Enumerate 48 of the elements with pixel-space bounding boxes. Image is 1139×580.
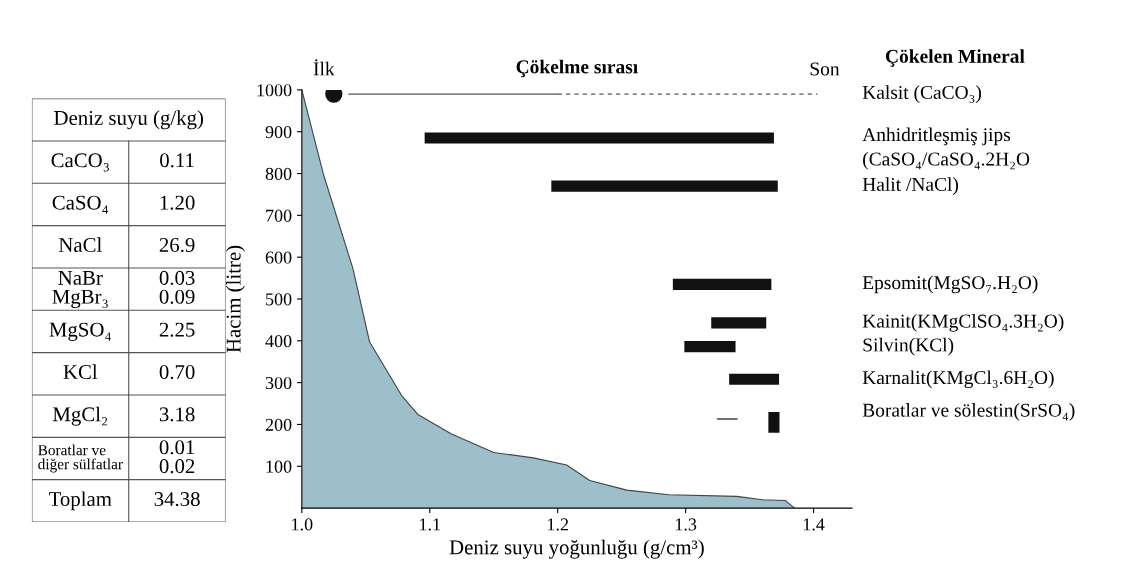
- text: Kainit(KMgClSO₄.3H₂O): [862, 313, 1064, 332]
- text: 2.25: [159, 322, 195, 337]
- text: Deniz suyu (g/kg): [54, 110, 204, 130]
- y-tick-label: 600: [265, 251, 292, 264]
- x-tick-label: 1.2: [548, 518, 568, 531]
- text: 3.18: [159, 407, 195, 422]
- x-tick-label: 1.0: [292, 518, 313, 531]
- y-tick-label: 400: [265, 335, 292, 348]
- text: Boratlar ve diğer sülfatlar: [38, 444, 123, 473]
- y-tick-label: 900: [265, 125, 292, 139]
- y-tick-label: 700: [266, 209, 292, 222]
- x-axis-title: Deniz suyu yoğunluğu (g/cm³): [449, 539, 704, 559]
- text: 34.38: [154, 491, 200, 507]
- x-tick-label: 1.1: [420, 518, 440, 531]
- x-tick-label: 1.4: [803, 518, 825, 531]
- chart-title: Çökelme sırası: [516, 59, 638, 78]
- text: Kalsit (CaCO₃): [862, 85, 982, 103]
- text: NaCl: [58, 237, 102, 252]
- text: Silvin(KCl): [863, 337, 954, 356]
- text: 0.03 0.09: [159, 270, 195, 304]
- text: MgCl₂: [52, 406, 108, 426]
- y-tick-label: 100: [266, 460, 292, 473]
- text: Halit /NaCl): [862, 177, 959, 195]
- text: 0.11: [160, 153, 194, 168]
- text: İlk: [313, 59, 335, 76]
- y-tick-label: 200: [265, 418, 292, 431]
- legend-title: Çökelen Mineral: [885, 49, 1025, 67]
- text: 0.01 0.02: [159, 440, 195, 474]
- text: Toplam: [49, 491, 112, 511]
- text: NaBr MgBr₃: [52, 271, 108, 309]
- text: 0.70: [159, 364, 195, 380]
- text: 1.20: [160, 195, 195, 210]
- text: 26.9: [159, 238, 195, 253]
- y-tick-label: 800: [265, 167, 292, 180]
- text: Anhidritleşmiş jips (CaSO₄/CaSO₄.2H₂O: [862, 127, 1030, 170]
- y-tick-label: 1000: [257, 84, 292, 97]
- y-tick-label: 300: [265, 376, 292, 390]
- text: CaSO₄: [52, 195, 109, 214]
- text: KCl: [63, 364, 98, 380]
- text: Son: [810, 62, 840, 76]
- text: CaCO₃: [51, 153, 109, 172]
- x-tick-label: 1.3: [675, 518, 697, 531]
- y-tick-label: 500: [266, 293, 292, 306]
- y-axis-title: Hacim (litre): [226, 245, 245, 353]
- text: Epsomit(MgSO₇.H₂O): [862, 275, 1038, 294]
- text: Karnalit(KMgCl₃.6H₂O): [862, 370, 1054, 389]
- text: Boratlar ve sölestin(SrSO₄): [862, 403, 1075, 421]
- text: MgSO₄: [49, 322, 111, 341]
